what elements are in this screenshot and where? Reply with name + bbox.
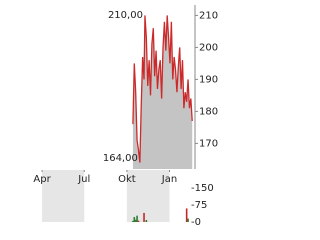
- y-tick-label: 210: [199, 10, 218, 21]
- stock-widget: 170 180 190 200 210 210,00 164,00 Apr Jul Okt Jan -…: [33, 5, 218, 228]
- x-tick-label: Apr: [33, 174, 51, 185]
- price-area: [132, 15, 193, 170]
- y-tick-label: 180: [199, 106, 218, 117]
- vol-tick-label: -0: [191, 217, 201, 228]
- x-tick-label: Jan: [161, 174, 177, 185]
- volume-bar: [187, 218, 189, 222]
- volume-bar: [137, 220, 140, 222]
- y-tick-label: 170: [199, 138, 218, 149]
- vol-tick-label: -75: [191, 200, 207, 211]
- y-tick-label: 190: [199, 74, 218, 85]
- price-line: [132, 15, 193, 163]
- period-bands: [42, 170, 170, 222]
- volume-bar: [185, 208, 188, 222]
- volume-bar: [143, 212, 145, 222]
- x-tick-label: Jul: [77, 174, 90, 185]
- x-tick-label: Okt: [118, 174, 136, 185]
- volume-bar: [136, 215, 138, 222]
- quarter-band: [42, 170, 85, 222]
- high-annotation: 210,00: [108, 10, 143, 21]
- low-annotation: 164,00: [103, 153, 138, 164]
- volume-bar: [134, 219, 137, 222]
- volume-bar: [133, 217, 136, 222]
- vol-tick-label: -150: [191, 183, 214, 194]
- y-tick-label: 200: [199, 42, 218, 53]
- quarter-band: [126, 170, 170, 222]
- volume-bar: [132, 220, 134, 222]
- volume-bar: [145, 219, 148, 222]
